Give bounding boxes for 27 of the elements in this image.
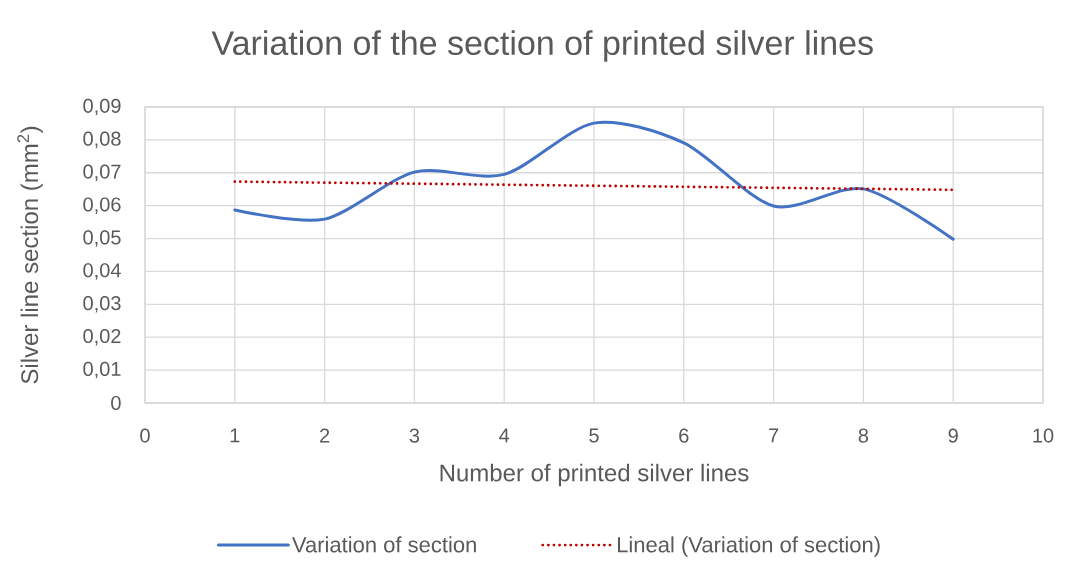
x-tick-label: 3 — [409, 428, 420, 443]
x-tick-label: 6 — [679, 428, 689, 443]
x-tick-label: 5 — [589, 428, 599, 443]
x-tick-label: 7 — [769, 428, 779, 443]
y-tick-label: 0 — [111, 395, 121, 411]
y-tick-label: 0,09 — [83, 98, 121, 116]
y-tick-label: 0,07 — [83, 164, 121, 182]
chart-title: Variation of the section of printed silver lines — [211, 30, 873, 62]
y-axis-title: Silver line section (mm$^{2}$) — [17, 126, 43, 384]
x-tick-label: 10 — [1033, 428, 1054, 443]
y-tick-label: 0,04 — [83, 263, 121, 280]
x-tick-label: 1 — [230, 428, 240, 443]
x-tick-label: 8 — [858, 428, 869, 443]
y-tick-label: 0,03 — [83, 296, 121, 313]
x-tick-label: 4 — [499, 428, 510, 443]
legend-label: Variation of section — [291, 536, 476, 553]
y-tick-label: 0,01 — [83, 361, 121, 379]
x-tick-label: 9 — [948, 428, 958, 443]
y-tick-label: 0,06 — [83, 197, 121, 214]
line-series — [233, 120, 955, 241]
x-axis-title: Number of printed silver lines — [440, 463, 749, 487]
y-tick-label: 0,02 — [83, 328, 121, 346]
x-tick-label: 2 — [320, 428, 330, 443]
y-tick-label: 0,05 — [83, 230, 121, 247]
legend-label: Lineal (Variation of section) — [617, 536, 880, 557]
y-tick-label: 0,08 — [83, 131, 121, 149]
x-tick-label: 0 — [140, 428, 150, 443]
